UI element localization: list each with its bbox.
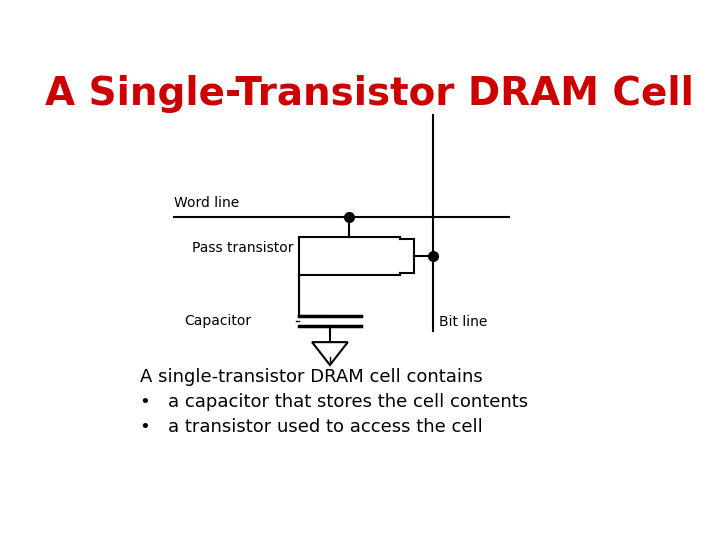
- Text: •   a transistor used to access the cell: • a transistor used to access the cell: [140, 418, 483, 436]
- Text: Capacitor: Capacitor: [185, 314, 252, 328]
- Polygon shape: [312, 342, 348, 365]
- Text: •   a capacitor that stores the cell contents: • a capacitor that stores the cell conte…: [140, 393, 528, 411]
- Text: Word line: Word line: [174, 197, 239, 210]
- Text: Bit line: Bit line: [438, 315, 487, 329]
- Text: A Single-Transistor DRAM Cell: A Single-Transistor DRAM Cell: [45, 75, 693, 113]
- Text: Pass transistor: Pass transistor: [192, 241, 294, 255]
- Text: A single-transistor DRAM cell contains: A single-transistor DRAM cell contains: [140, 368, 483, 386]
